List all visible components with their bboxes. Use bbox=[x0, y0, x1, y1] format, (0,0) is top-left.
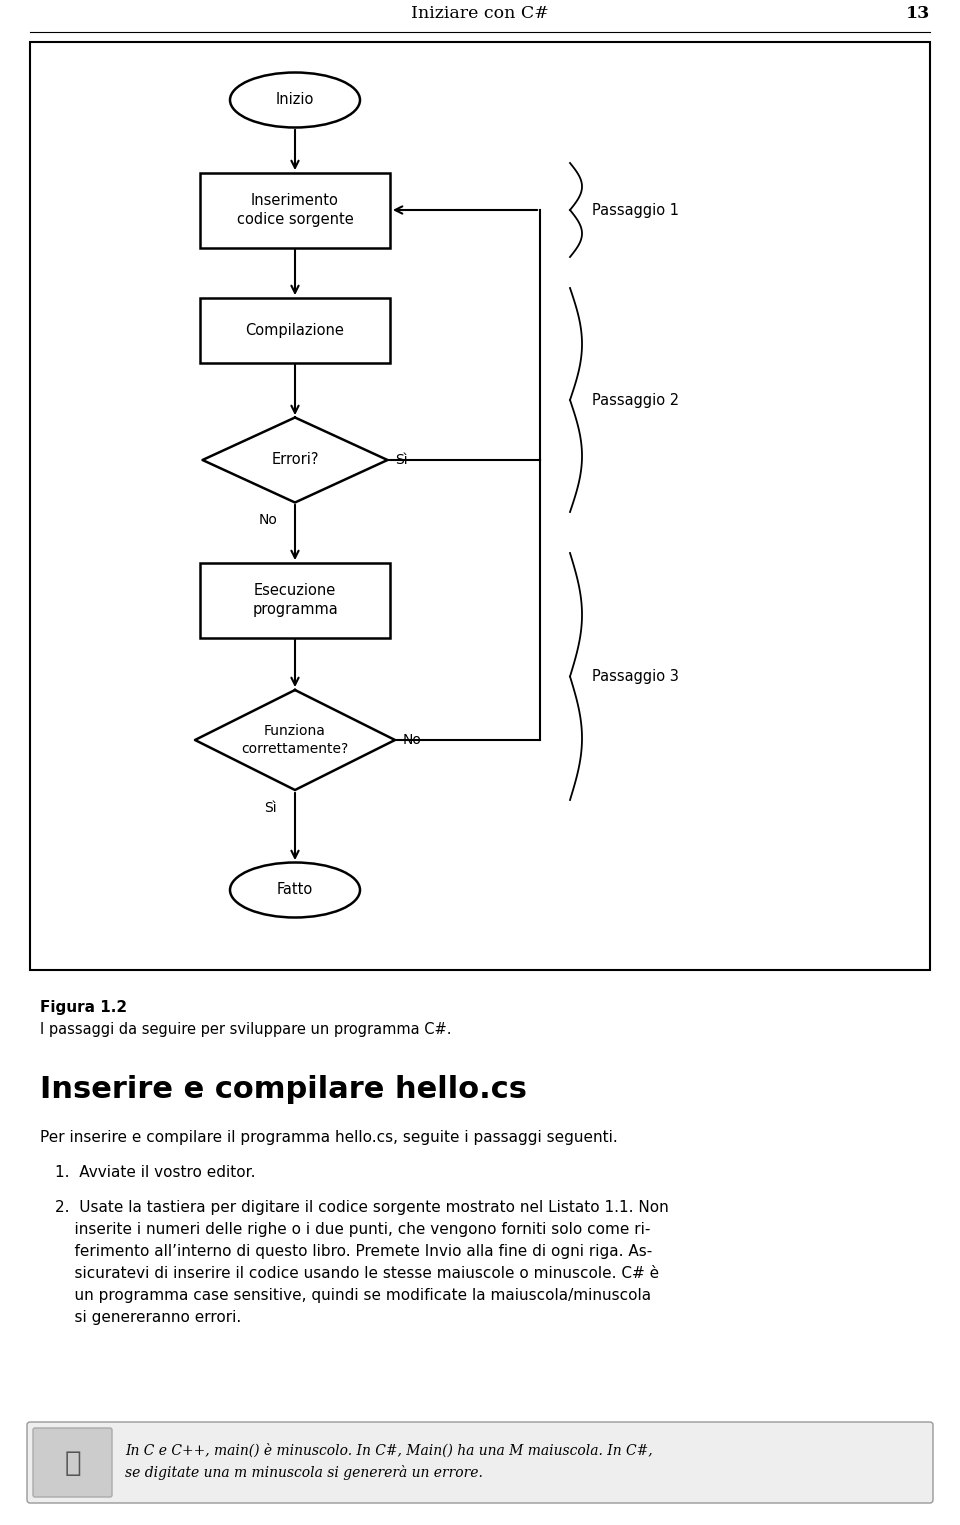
Text: Esecuzione
programma: Esecuzione programma bbox=[252, 583, 338, 616]
FancyBboxPatch shape bbox=[27, 1421, 933, 1504]
Text: In C e C++, main() è minuscolo. In C#, Main() ha una M maiuscola. In C#,: In C e C++, main() è minuscolo. In C#, M… bbox=[125, 1443, 653, 1458]
Text: Per inserire e compilare il programma hello.cs, seguite i passaggi seguenti.: Per inserire e compilare il programma he… bbox=[40, 1130, 617, 1145]
Text: inserite i numeri delle righe o i due punti, che vengono forniti solo come ri-: inserite i numeri delle righe o i due pu… bbox=[55, 1222, 650, 1237]
Text: Compilazione: Compilazione bbox=[246, 322, 345, 337]
Text: 1.  Avviate il vostro editor.: 1. Avviate il vostro editor. bbox=[55, 1165, 255, 1180]
Text: 2.  Usate la tastiera per digitare il codice sorgente mostrato nel Listato 1.1. : 2. Usate la tastiera per digitare il cod… bbox=[55, 1200, 669, 1215]
Ellipse shape bbox=[230, 73, 360, 128]
Polygon shape bbox=[203, 418, 388, 503]
Text: si genereranno errori.: si genereranno errori. bbox=[55, 1310, 241, 1325]
Text: 13: 13 bbox=[905, 6, 930, 23]
Text: Passaggio 1: Passaggio 1 bbox=[592, 203, 679, 218]
Bar bbox=[200, 297, 390, 363]
Bar bbox=[200, 563, 390, 637]
Bar bbox=[30, 43, 930, 970]
Text: Sì: Sì bbox=[395, 453, 408, 467]
FancyBboxPatch shape bbox=[33, 1427, 112, 1498]
Ellipse shape bbox=[230, 863, 360, 918]
Polygon shape bbox=[195, 689, 395, 790]
Text: Inserire e compilare hello.cs: Inserire e compilare hello.cs bbox=[40, 1075, 527, 1104]
Text: Errori?: Errori? bbox=[272, 453, 319, 468]
Text: I passaggi da seguire per sviluppare un programma C#.: I passaggi da seguire per sviluppare un … bbox=[40, 1022, 451, 1037]
Text: No: No bbox=[258, 512, 277, 528]
Text: Figura 1.2: Figura 1.2 bbox=[40, 1000, 127, 1016]
Text: Funziona
correttamente?: Funziona correttamente? bbox=[241, 724, 348, 756]
Text: Sì: Sì bbox=[264, 801, 277, 814]
Bar bbox=[200, 172, 390, 247]
Text: Passaggio 2: Passaggio 2 bbox=[592, 392, 679, 407]
Text: un programma case sensitive, quindi se modificate la maiuscola/minuscola: un programma case sensitive, quindi se m… bbox=[55, 1289, 651, 1302]
Text: Inizio: Inizio bbox=[276, 93, 314, 107]
Text: Iniziare con C#: Iniziare con C# bbox=[411, 6, 549, 23]
Text: No: No bbox=[403, 734, 421, 747]
Text: sicuratevi di inserire il codice usando le stesse maiuscole o minuscole. C# è: sicuratevi di inserire il codice usando … bbox=[55, 1266, 660, 1281]
Text: ✋: ✋ bbox=[64, 1449, 82, 1476]
Text: ferimento all’interno di questo libro. Premete Invio alla fine di ogni riga. As-: ferimento all’interno di questo libro. P… bbox=[55, 1244, 652, 1260]
Text: se digitate una m minuscola si genererà un errore.: se digitate una m minuscola si genererà … bbox=[125, 1466, 483, 1479]
Text: Fatto: Fatto bbox=[276, 883, 313, 898]
Text: Passaggio 3: Passaggio 3 bbox=[592, 669, 679, 685]
Text: Inserimento
codice sorgente: Inserimento codice sorgente bbox=[236, 194, 353, 227]
